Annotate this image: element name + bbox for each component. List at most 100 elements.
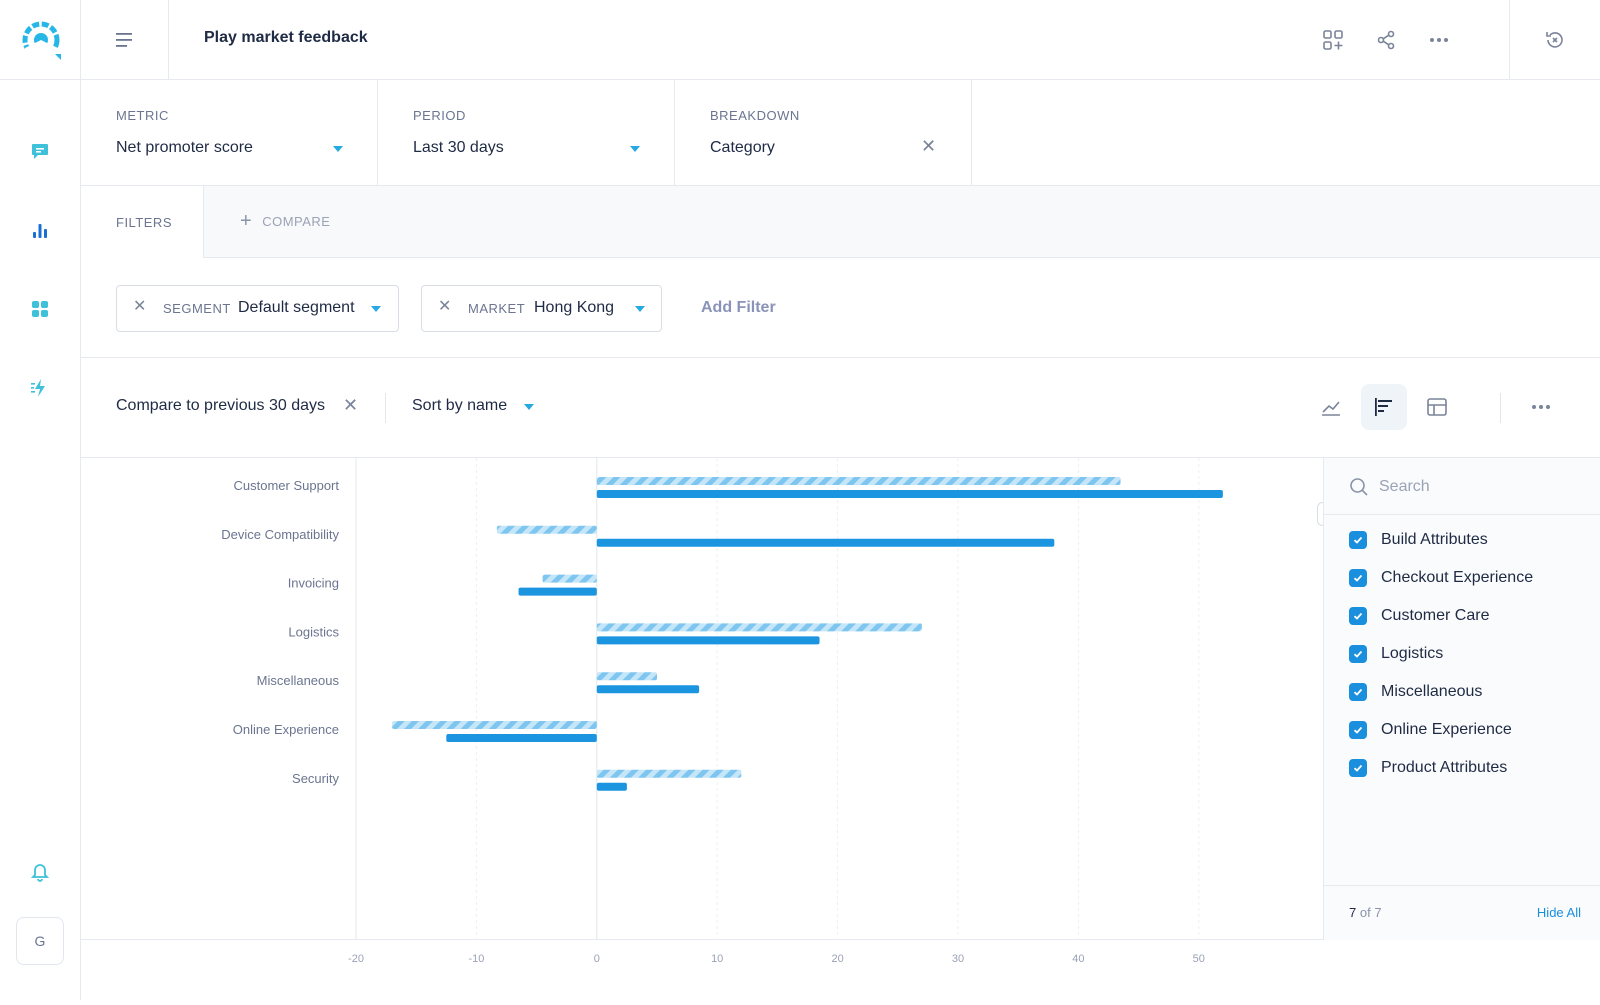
checkbox-checked-icon[interactable] bbox=[1349, 721, 1367, 739]
line-chart-view-button[interactable] bbox=[1308, 384, 1354, 430]
period-selector[interactable]: PERIOD Last 30 days bbox=[378, 80, 675, 185]
clear-breakdown-icon[interactable]: ✕ bbox=[921, 136, 937, 156]
filter-chip-market[interactable]: ✕ MARKET Hong Kong bbox=[421, 285, 662, 332]
chart-svg: Customer Support Device Compatibility Invo… bbox=[221, 458, 1223, 940]
bar-previous-period[interactable] bbox=[596, 623, 922, 632]
chevron-down-icon bbox=[635, 306, 645, 312]
bar-current-period[interactable] bbox=[596, 782, 627, 791]
share-icon[interactable] bbox=[1372, 26, 1400, 54]
checkbox-checked-icon[interactable] bbox=[1349, 569, 1367, 587]
add-filter-button[interactable]: Add Filter bbox=[701, 299, 776, 316]
table-view-button[interactable] bbox=[1414, 384, 1460, 430]
legend-item[interactable]: Product Attributes bbox=[1349, 756, 1507, 780]
remove-filter-icon[interactable]: ✕ bbox=[438, 298, 452, 315]
filter-chips: ✕ SEGMENT Default segment ✕ MARKET Hong … bbox=[81, 258, 1600, 358]
checkbox-checked-icon[interactable] bbox=[1349, 683, 1367, 701]
bar-previous-period[interactable] bbox=[496, 525, 597, 534]
period-value: Last 30 days bbox=[413, 139, 504, 156]
hide-all-button[interactable]: Hide All bbox=[1536, 905, 1581, 920]
legend-item[interactable]: Checkout Experience bbox=[1349, 566, 1533, 590]
bar-previous-period[interactable] bbox=[596, 769, 742, 778]
more-options-icon[interactable] bbox=[1425, 26, 1453, 54]
legend-item[interactable]: Customer Care bbox=[1349, 604, 1489, 628]
more-options-icon bbox=[1532, 405, 1550, 409]
x-tick-label: 20 bbox=[831, 953, 843, 965]
checkbox-checked-icon[interactable] bbox=[1349, 759, 1367, 777]
chevron-down-icon bbox=[630, 146, 640, 152]
bar-current-period[interactable] bbox=[596, 490, 1223, 498]
y-category-label: Online Experience bbox=[233, 722, 339, 737]
sidebar: G bbox=[0, 0, 81, 1000]
checkbox-checked-icon[interactable] bbox=[1349, 645, 1367, 663]
history-button[interactable] bbox=[1509, 0, 1600, 79]
x-tick-label: 30 bbox=[952, 953, 964, 965]
legend-item-label: Checkout Experience bbox=[1381, 569, 1534, 586]
y-category-label: Device Compatibility bbox=[221, 527, 339, 542]
search-icon bbox=[1350, 478, 1368, 496]
y-category-label: Customer Support bbox=[234, 478, 340, 493]
feedback-icon[interactable] bbox=[24, 135, 56, 167]
bar-current-period[interactable] bbox=[596, 538, 1055, 547]
y-category-label: Security bbox=[292, 771, 339, 786]
compare-period-label: Compare to previous 30 days bbox=[116, 397, 325, 414]
period-label: PERIOD bbox=[413, 108, 466, 123]
legend-item[interactable]: Online Experience bbox=[1349, 718, 1512, 742]
filter-value: Hong Kong bbox=[534, 299, 615, 316]
chart-more-button[interactable] bbox=[1518, 384, 1564, 430]
bar-previous-period[interactable] bbox=[596, 477, 1121, 485]
logo-icon bbox=[22, 21, 61, 60]
legend-item[interactable]: Logistics bbox=[1349, 642, 1443, 666]
user-avatar[interactable]: G bbox=[16, 917, 64, 965]
legend-panel: Build Attributes Checkout Experience Custo… bbox=[1323, 458, 1600, 940]
filter-chip-segment[interactable]: ✕ SEGMENT Default segment bbox=[116, 285, 399, 332]
compare-label: COMPARE bbox=[262, 214, 331, 229]
dashboard-icon[interactable] bbox=[24, 293, 56, 325]
chevron-down-icon bbox=[333, 146, 343, 152]
bar-current-period[interactable] bbox=[446, 734, 597, 742]
legend-search-input[interactable] bbox=[1379, 473, 1579, 501]
bar-previous-period[interactable] bbox=[596, 672, 657, 681]
checkbox-checked-icon[interactable] bbox=[1349, 531, 1367, 549]
metric-selector[interactable]: METRIC Net promoter score bbox=[81, 80, 378, 185]
bar-current-period[interactable] bbox=[518, 587, 597, 596]
legend-item-label: Online Experience bbox=[1381, 721, 1512, 738]
clear-compare-icon[interactable]: ✕ bbox=[343, 395, 359, 415]
legend-count: 7 of 7 bbox=[1349, 905, 1382, 920]
legend-item[interactable]: Build Attributes bbox=[1349, 528, 1488, 552]
divider bbox=[385, 393, 386, 423]
legend-footer: 7 of 7 Hide All bbox=[1324, 885, 1600, 940]
history-icon bbox=[1546, 31, 1563, 48]
breakdown-selector[interactable]: BREAKDOWN Category ✕ bbox=[675, 80, 972, 185]
remove-filter-icon[interactable]: ✕ bbox=[133, 298, 147, 315]
bar-previous-period[interactable] bbox=[542, 574, 597, 583]
hamburger-icon bbox=[115, 32, 132, 47]
sort-dropdown[interactable]: Sort by name bbox=[412, 397, 508, 414]
bar-current-period[interactable] bbox=[596, 685, 700, 694]
notifications-icon[interactable] bbox=[24, 857, 56, 889]
filter-key: MARKET bbox=[468, 301, 526, 316]
bar-previous-period[interactable] bbox=[392, 721, 597, 729]
y-category-label: Miscellaneous bbox=[257, 673, 340, 688]
menu-button[interactable] bbox=[81, 0, 169, 79]
legend-item[interactable]: Miscellaneous bbox=[1349, 680, 1482, 704]
x-axis: -20 -10 0 10 20 30 40 50 bbox=[81, 940, 1323, 1000]
checkbox-checked-icon[interactable] bbox=[1349, 607, 1367, 625]
page-title: Play market feedback bbox=[204, 29, 368, 46]
y-category-label: Invoicing bbox=[288, 576, 339, 591]
add-widget-icon[interactable] bbox=[1319, 26, 1347, 54]
header: Play market feedback bbox=[81, 0, 1600, 80]
x-tick-label: 50 bbox=[1193, 953, 1205, 965]
analytics-icon[interactable] bbox=[24, 214, 56, 246]
bar-chart-view-button[interactable] bbox=[1361, 384, 1407, 430]
automation-icon[interactable] bbox=[24, 372, 56, 404]
legend-item-label: Product Attributes bbox=[1381, 759, 1508, 776]
breakdown-label: BREAKDOWN bbox=[710, 108, 800, 123]
y-category-label: Logistics bbox=[288, 624, 339, 639]
tab-compare[interactable]: + COMPARE bbox=[203, 186, 1600, 258]
legend-item-label: Build Attributes bbox=[1381, 531, 1488, 548]
tab-filters[interactable]: FILTERS bbox=[81, 186, 203, 258]
bar-current-period[interactable] bbox=[596, 636, 820, 645]
app-logo[interactable] bbox=[0, 0, 81, 80]
metric-value: Net promoter score bbox=[116, 139, 253, 156]
filter-value: Default segment bbox=[238, 299, 355, 316]
